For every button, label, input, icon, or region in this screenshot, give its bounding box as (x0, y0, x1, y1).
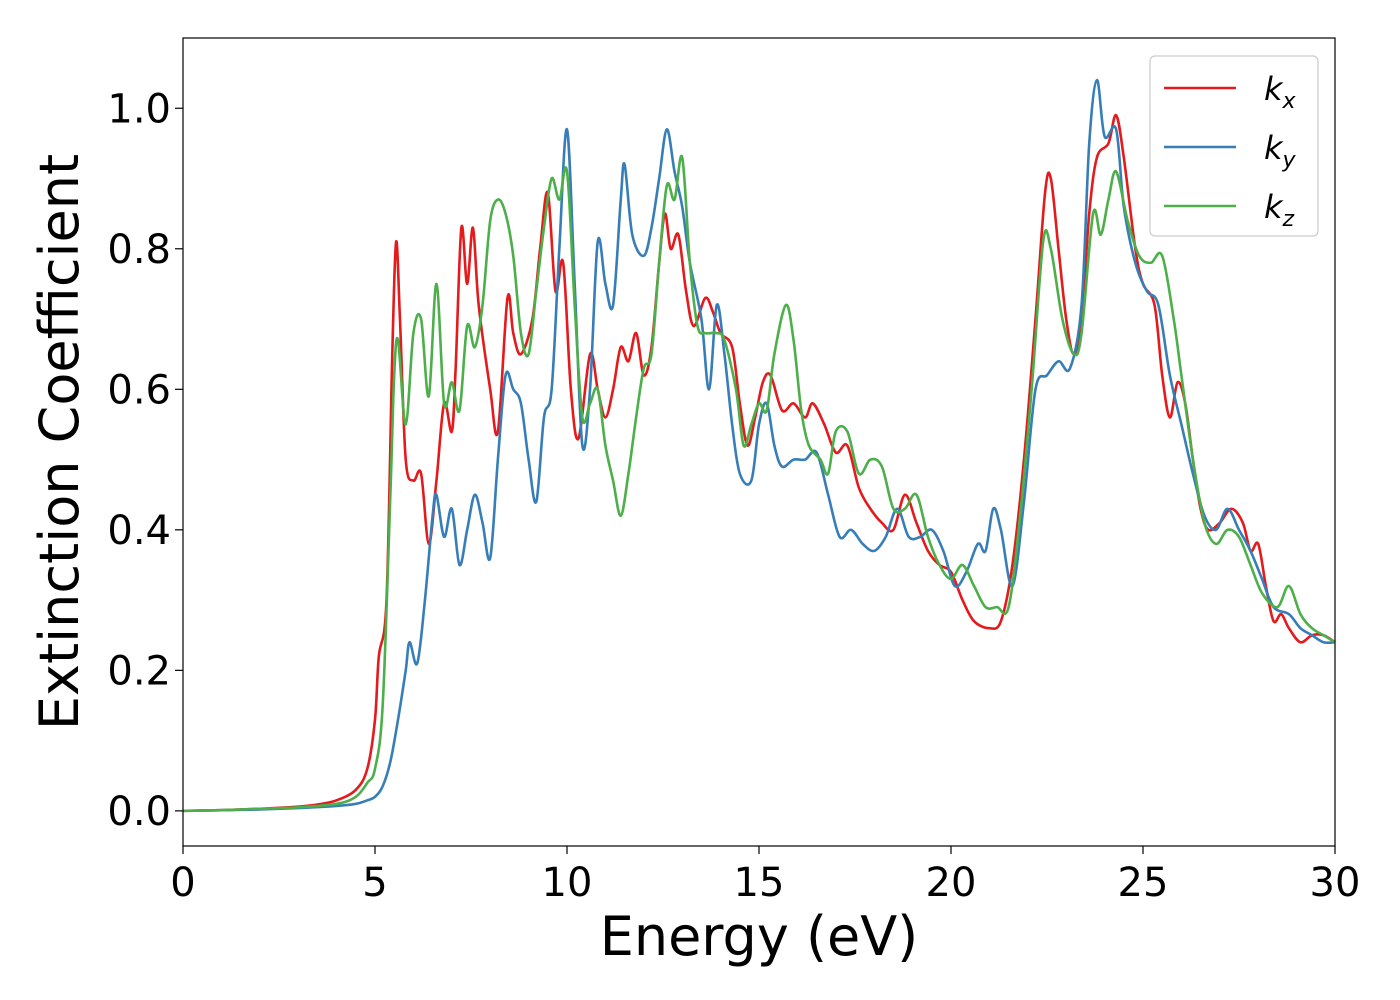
y-axis: 0.0 0.2 0.4 0.6 0.8 1.0 (107, 86, 183, 835)
x-tick-label: 15 (734, 860, 785, 906)
y-tick-label: 0.6 (107, 367, 171, 413)
y-tick-label: 0.8 (107, 227, 171, 273)
legend-label-kx: kx (1264, 70, 1297, 114)
x-tick-label: 30 (1310, 860, 1361, 906)
legend-label-kz: kz (1264, 188, 1295, 232)
x-tick-label: 10 (542, 860, 593, 906)
series-line-kz (182, 154, 1336, 813)
legend: kx ky kz (1149, 55, 1319, 237)
x-axis: 0 5 10 15 20 25 30 (170, 846, 1360, 906)
legend-label-ky: ky (1264, 129, 1297, 173)
series-layer (182, 78, 1336, 813)
x-tick-label: 25 (1118, 860, 1169, 906)
y-tick-label: 0.2 (107, 648, 171, 694)
y-tick-label: 0.4 (107, 508, 171, 554)
x-tick-label: 20 (926, 860, 977, 906)
x-tick-label: 0 (170, 860, 195, 906)
series-line-ky (182, 78, 1336, 813)
x-tick-label: 5 (362, 860, 387, 906)
y-tick-label: 0.0 (107, 789, 171, 835)
y-axis-title: Extinction Coefficient (28, 154, 91, 730)
x-axis-title: Energy (eV) (600, 905, 919, 968)
y-tick-label: 1.0 (107, 86, 171, 132)
